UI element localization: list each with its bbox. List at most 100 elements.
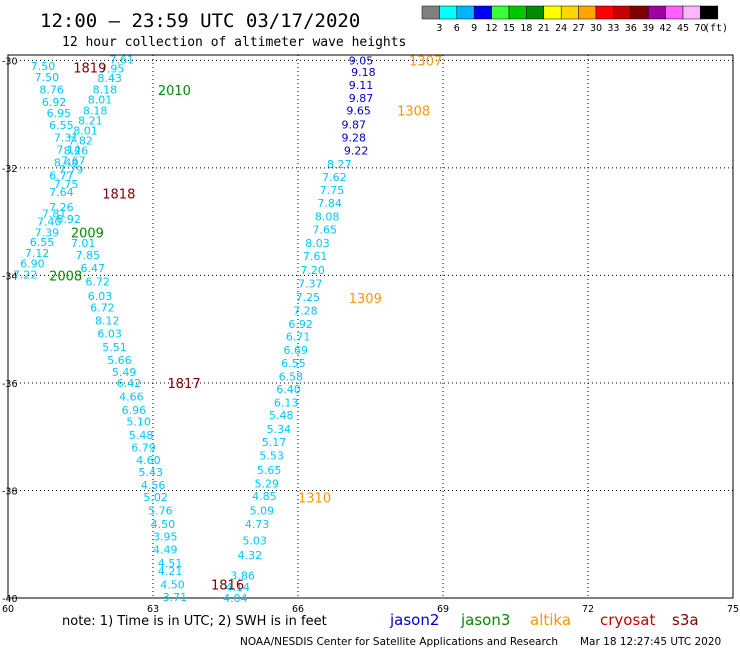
legend-label: 36 [625,23,637,34]
swh-value: 7.75 [320,184,345,197]
legend-label: 70 [694,23,706,34]
pass-time-label: 1310 [298,491,331,506]
swh-value: 7.65 [313,224,338,237]
swh-value: 4.66 [119,390,143,403]
legend-label: 24 [555,23,567,34]
swh-value: 6.55 [281,357,306,370]
wave-height-color-legend: 3 6 9 12 15 18 21 24 27 30 33 36 39 42 45 70 [421,5,719,34]
swh-value: 6.03 [97,327,122,340]
swh-value: 4.60 [136,454,161,467]
swh-value: 7.31 [54,131,79,144]
swh-value: 5.34 [267,423,292,436]
latitude-tick-label: -38 [2,486,18,497]
swh-value: 8.43 [97,72,122,85]
swh-value: 8.01 [88,94,113,107]
legend-swatch [491,5,510,20]
swh-value: 6.90 [20,258,45,271]
swh-value: 7.84 [317,197,342,210]
footer-credit: NOAA/NESDIS Center for Satellite Applica… [240,636,558,648]
footer-note: note: 1) Time is in UTC; 2) SWH is in fe… [62,614,327,629]
swh-value: 4.56 [141,479,166,492]
swh-value: 7.14 [56,144,80,157]
swh-value: 7.85 [76,249,101,262]
legend-swatch [613,5,632,20]
legend-swatch [421,5,440,20]
satellite-legend-item: jason3 [460,611,510,629]
swh-value: 7.81 [42,208,66,221]
swh-value: 5.43 [139,466,164,479]
swh-value: 6.77 [49,169,73,182]
legend-label: 30 [590,23,602,34]
legend-swatch [595,5,614,20]
swh-value: 7.28 [293,304,318,317]
swh-value: 8.08 [315,210,340,223]
swh-value: 7.75 [54,178,79,191]
observation-values: 7.617.50 7.957.50 8.438.76 8.188.016.928.18… [13,53,376,605]
swh-value: 6.79 [131,441,156,454]
latitude-tick-label: -32 [2,164,18,175]
longitude-tick-label: 60 [2,604,14,615]
swh-value: 6.13 [274,396,299,409]
swh-value: 3.95 [153,531,178,544]
swh-value: 8.12 [95,315,120,328]
swh-value: 6.72 [85,275,110,288]
legend-label: 33 [607,23,619,34]
swh-value: 9.65 [346,104,371,117]
swh-value: 7.01 [71,237,96,250]
swh-value: 8.27 [327,158,352,171]
legend-unit: (ft) [704,23,728,34]
swh-value: 3.71 [163,591,188,604]
swh-value: 4.32 [238,549,262,562]
swh-value: 8.21 [78,115,103,128]
swh-value: 6.58 [279,370,304,383]
swh-value: 7.61 [110,53,135,66]
legend-swatch [665,5,684,20]
legend-swatch [700,5,719,20]
longitude-tick-label: 75 [727,604,739,615]
pass-time-labels: 1819 2010 1818 2009 2008 1817 1816 1307 1308 1309… [49,54,442,593]
legend-swatch [647,5,666,20]
swh-value: 9.28 [342,131,367,144]
swh-value: 4.50 [151,518,176,531]
swh-value: 7.61 [303,250,328,263]
pass-time-label: 2008 [49,269,82,284]
swh-value: 8.26 [64,145,88,158]
swh-value: 5.03 [242,534,267,547]
swh-value: 5.02 [143,491,168,504]
pass-time-label: 1308 [397,104,430,119]
swh-value: 6.72 [90,302,115,315]
swh-value: 6.03 [88,290,113,303]
swh-value: 6.69 [284,344,309,357]
swh-value: 6.47 [81,262,106,275]
swh-value: 7.40 [37,216,62,229]
graticule [8,55,733,598]
pass-time-label: 1307 [409,54,442,69]
swh-value: 6.55 [49,119,73,132]
swh-value: 7.82 [68,134,93,147]
satellite-legend-item: altika [530,611,571,629]
swh-value: 6.55 [30,236,55,249]
swh-value: 4.51 [158,557,183,570]
legend-label: 18 [520,23,532,34]
swh-value: 8.18 [93,83,118,96]
plot-frame [7,54,734,599]
swh-value: 6.71 [286,331,311,344]
legend-label: 39 [642,23,654,34]
swh-value: 6.92 [42,96,66,109]
legend-label: 45 [677,23,689,34]
axis-tick-labels: 60 63 66 69 72 75 -30 -32 -34 -36 -38 -40 [2,56,739,615]
swh-value: 4.14 [226,581,251,594]
legend-swatch [560,5,579,20]
legend-label: 15 [503,23,515,34]
legend-swatch [508,5,527,20]
swh-value: 7.39 [35,226,60,239]
legend-label: 21 [538,23,550,34]
legend-swatch [543,5,562,20]
swh-value: 5.48 [269,409,294,422]
swh-value: 9.05 [349,54,374,67]
latitude-tick-label: -34 [2,271,18,282]
longitude-tick-label: 69 [437,604,449,615]
pass-time-label: 1819 [73,61,106,76]
latitude-tick-label: -30 [2,56,18,67]
